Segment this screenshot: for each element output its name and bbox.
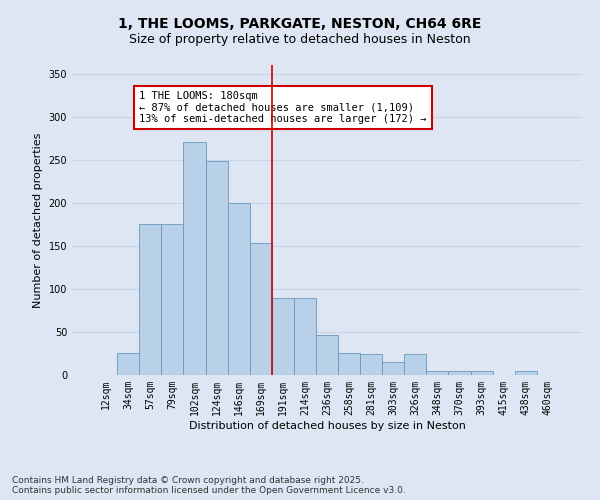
Bar (250, 244, 272, 375)
Bar (404, 354, 427, 375)
Bar (427, 370, 448, 375)
Bar (294, 298, 316, 375)
Bar (515, 370, 537, 375)
Bar (382, 362, 404, 375)
Y-axis label: Number of detached properties: Number of detached properties (33, 132, 43, 308)
Bar (184, 142, 206, 375)
Bar (272, 298, 294, 375)
Bar (338, 354, 360, 375)
Bar (161, 224, 184, 375)
Bar (448, 370, 470, 375)
X-axis label: Distribution of detached houses by size in Neston: Distribution of detached houses by size … (188, 420, 466, 430)
Bar (316, 336, 338, 375)
Text: 1, THE LOOMS, PARKGATE, NESTON, CH64 6RE: 1, THE LOOMS, PARKGATE, NESTON, CH64 6RE (118, 18, 482, 32)
Text: Size of property relative to detached houses in Neston: Size of property relative to detached ho… (129, 32, 471, 46)
Bar (139, 224, 161, 375)
Text: 1 THE LOOMS: 180sqm
← 87% of detached houses are smaller (1,109)
13% of semi-det: 1 THE LOOMS: 180sqm ← 87% of detached ho… (139, 91, 427, 124)
Bar (117, 354, 139, 375)
Bar (206, 162, 227, 375)
Bar (360, 354, 382, 375)
Text: Contains HM Land Registry data © Crown copyright and database right 2025.
Contai: Contains HM Land Registry data © Crown c… (12, 476, 406, 495)
Bar (470, 370, 493, 375)
Bar (227, 203, 250, 375)
